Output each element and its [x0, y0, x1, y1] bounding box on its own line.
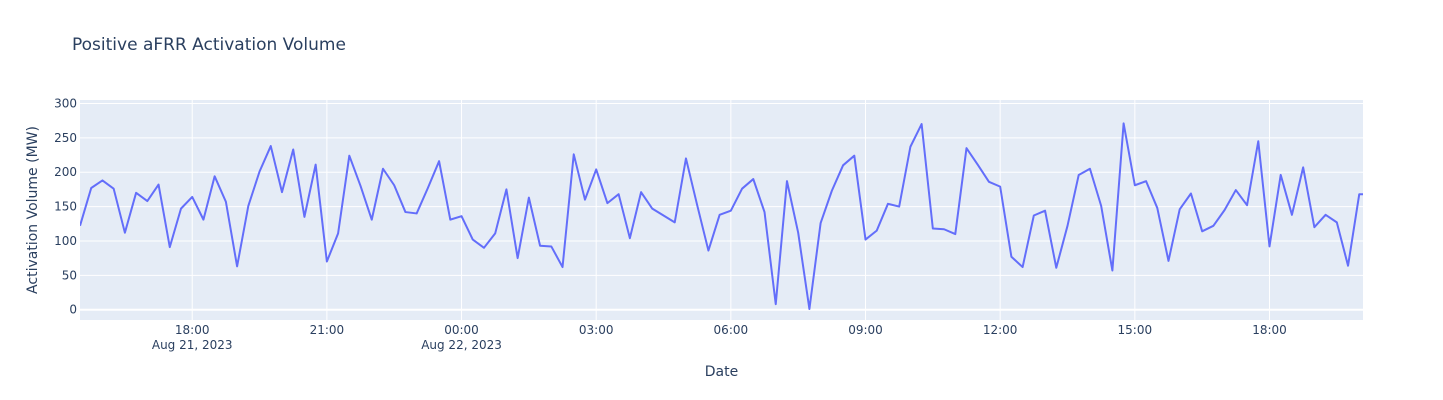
- x-tick-label: 09:00: [848, 323, 883, 337]
- plot-area: [80, 100, 1363, 320]
- y-axis-title: Activation Volume (MW): [25, 126, 41, 294]
- x-tick-label: 18:00: [175, 323, 210, 337]
- y-tick-label: 200: [54, 165, 77, 179]
- x-tick-label: 15:00: [1118, 323, 1153, 337]
- series-line: [80, 122, 1363, 310]
- y-tick-label: 0: [69, 303, 77, 317]
- x-tick-label: 00:00: [444, 323, 479, 337]
- series-layer: [80, 122, 1363, 310]
- y-tick-label: 300: [54, 96, 77, 110]
- x-tick-sublabel: Aug 21, 2023: [152, 338, 233, 352]
- x-tick-label: 06:00: [714, 323, 749, 337]
- x-tick-label: 12:00: [983, 323, 1018, 337]
- x-tick-label: 03:00: [579, 323, 614, 337]
- chart-title: Positive aFRR Activation Volume: [72, 35, 346, 55]
- y-tick-label: 50: [62, 268, 77, 282]
- x-axis-title: Date: [705, 364, 738, 380]
- y-tick-label: 100: [54, 234, 77, 248]
- y-tick-label: 150: [54, 200, 77, 214]
- x-tick-label: 21:00: [310, 323, 345, 337]
- y-gridlines: [80, 102, 1363, 311]
- x-tick-sublabel: Aug 22, 2023: [421, 338, 502, 352]
- y-tick-label: 250: [54, 131, 77, 145]
- x-tick-label: 18:00: [1252, 323, 1287, 337]
- x-gridlines: [191, 100, 1270, 320]
- y-tick-labels: 0 50 100 150 200 250 300: [54, 96, 77, 316]
